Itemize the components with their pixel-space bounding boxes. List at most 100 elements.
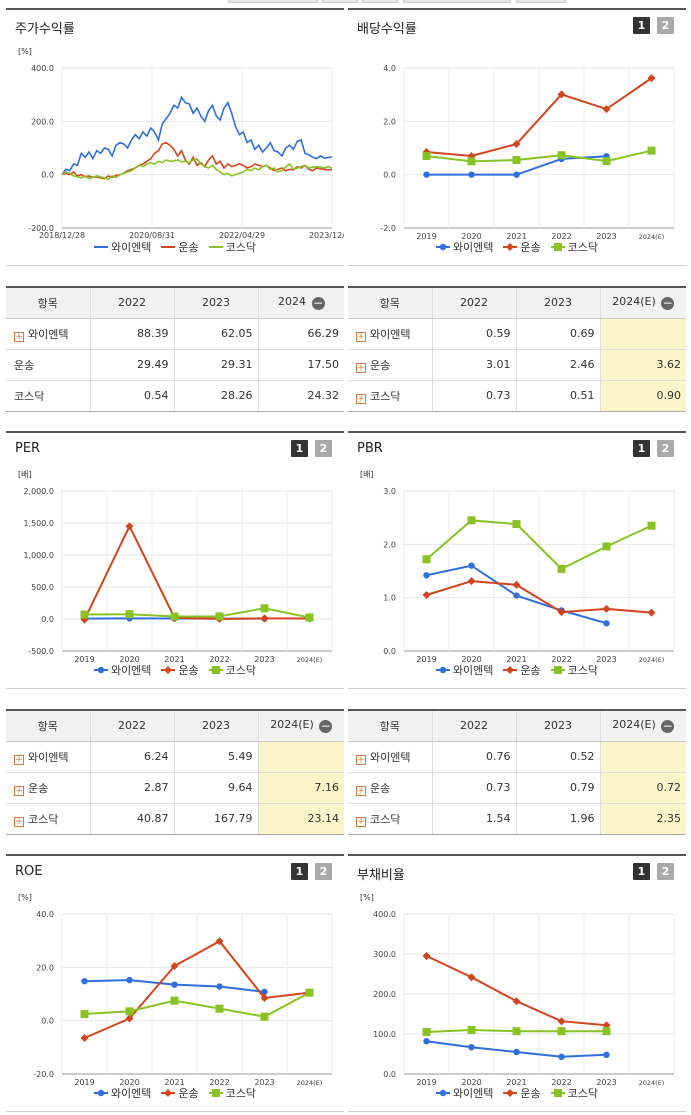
expand-plus-icon[interactable]: + — [356, 785, 366, 796]
page-button-2[interactable]: 2 — [657, 863, 674, 880]
panel-title: 부채비율 — [357, 868, 405, 883]
collapse-minus-icon[interactable]: − — [661, 719, 675, 734]
value-cell: 0.52 — [515, 741, 600, 773]
legend-item[interactable]: 운송 — [503, 239, 541, 255]
data-point — [422, 152, 431, 160]
legend-item[interactable]: 코스닥 — [550, 1085, 598, 1101]
value-cell: 29.49 — [89, 349, 174, 381]
legend-item[interactable]: 코스닥 — [208, 239, 256, 255]
legend-marker-icon — [503, 1089, 518, 1097]
legend-item[interactable]: 코스닥 — [208, 662, 257, 678]
series-line — [426, 77, 653, 158]
legend-item[interactable]: 와이엔텍 — [93, 1085, 151, 1101]
legend-marker-icon — [208, 246, 223, 248]
column-header-year: 2022 — [460, 296, 488, 310]
legend-marker-icon — [208, 1089, 223, 1097]
legend-item[interactable]: 운송 — [503, 662, 541, 678]
legend-item[interactable]: 와이엔텍 — [435, 662, 493, 678]
collapse-minus-icon[interactable]: − — [661, 296, 675, 311]
series-운송 — [422, 577, 656, 617]
table-header-cell: 2024(E) − — [599, 709, 686, 742]
legend-label: 운송 — [520, 1087, 541, 1100]
x-tick-label: 2020 — [119, 655, 139, 663]
collapse-minus-icon[interactable]: − — [319, 719, 333, 734]
data-point — [558, 1053, 565, 1060]
legend-marker-icon — [435, 243, 450, 251]
legend-item[interactable]: 코스닥 — [550, 662, 598, 678]
page-button-1[interactable]: 1 — [633, 863, 650, 880]
chart-legend: 와이엔텍 운송 코스닥 — [348, 662, 686, 678]
data-point — [80, 1034, 89, 1042]
row-label-cell: + 와이엔텍 — [348, 741, 432, 773]
series-line — [83, 523, 310, 621]
page-button-1[interactable]: 1 — [633, 17, 650, 34]
series-line — [61, 141, 332, 180]
page-button-2[interactable]: 2 — [657, 17, 674, 34]
x-tick-label: 2021 — [164, 1078, 184, 1086]
expand-plus-icon[interactable]: + — [14, 754, 24, 765]
series-line — [61, 95, 333, 176]
expand-plus-icon[interactable]: + — [356, 816, 366, 827]
expand-plus-icon[interactable]: + — [356, 362, 366, 373]
data-point — [512, 580, 521, 589]
value-cell: 2.87 — [89, 772, 174, 804]
x-tick-label: 2020 — [119, 1078, 139, 1086]
y-tick-label: 300.0 — [373, 950, 396, 959]
value-cell: 5.49 — [173, 741, 258, 773]
value-cell: 0.73 — [431, 772, 516, 804]
data-point — [126, 976, 133, 984]
data-point — [602, 1021, 611, 1030]
value-cell: 28.26 — [173, 380, 258, 412]
table-header-cell: 2024(E) − — [599, 286, 686, 319]
table-row: + 운송 3.01 2.46 3.62 — [348, 349, 686, 381]
expand-plus-icon[interactable]: + — [356, 331, 366, 342]
legend-marker-icon — [93, 1089, 108, 1097]
legend-item[interactable]: 운송 — [161, 662, 199, 678]
expand-plus-icon[interactable]: + — [356, 754, 366, 765]
legend-item[interactable]: 운송 — [161, 239, 199, 255]
expand-plus-icon[interactable]: + — [14, 816, 24, 827]
legend-item[interactable]: 코스닥 — [208, 1085, 256, 1101]
data-point — [422, 591, 431, 599]
row-label-cell: + 코스닥 — [348, 803, 432, 835]
row-label-cell: 운송 — [6, 349, 90, 381]
value-cell: 0.76 — [431, 741, 516, 773]
data-point — [512, 156, 521, 164]
data-point — [467, 1026, 476, 1034]
page-button-2[interactable]: 2 — [315, 440, 332, 457]
expand-plus-icon[interactable]: + — [356, 393, 366, 404]
x-tick-label: 2020 — [461, 1078, 481, 1086]
legend-item[interactable]: 운송 — [503, 1085, 541, 1101]
legend-item[interactable]: 와이엔텍 — [93, 662, 151, 678]
legend-item[interactable]: 와이엔텍 — [435, 1085, 493, 1101]
legend-marker — [164, 666, 173, 674]
legend-item[interactable]: 운송 — [161, 1085, 199, 1101]
legend-item[interactable]: 와이엔텍 — [435, 239, 493, 255]
data-point — [512, 997, 521, 1006]
page-button-2[interactable]: 2 — [657, 440, 674, 457]
y-tick-label: 0.0 — [41, 171, 54, 180]
x-tick-label: 2021 — [164, 655, 184, 663]
expand-plus-icon[interactable]: + — [14, 785, 24, 796]
table-pbr: 항목 2022 2023 2024(E) − + 와이엔텍 0.76 0.52 + 운송 0.73 0… — [348, 709, 686, 835]
x-tick-label: 2022 — [551, 1078, 571, 1086]
legend-label: 코스닥 — [225, 664, 257, 677]
page-button-1[interactable]: 1 — [291, 863, 308, 880]
legend-item[interactable]: 코스닥 — [550, 239, 598, 255]
page-button-1[interactable]: 1 — [633, 440, 650, 457]
collapse-minus-icon[interactable]: − — [311, 296, 325, 311]
x-tick-label: 2023 — [596, 1078, 616, 1086]
table-row: + 와이엔텍 0.76 0.52 — [348, 741, 686, 773]
legend-item[interactable]: 와이엔텍 — [93, 239, 151, 255]
page-button-2[interactable]: 2 — [315, 863, 332, 880]
page-button-1[interactable]: 1 — [291, 440, 308, 457]
data-point — [170, 962, 179, 970]
data-point — [647, 608, 656, 617]
data-point — [647, 146, 656, 155]
expand-plus-icon[interactable]: + — [14, 331, 24, 342]
legend-marker-icon — [550, 243, 565, 251]
value-cell: 62.05 — [173, 318, 258, 350]
chart-legend: 와이엔텍 운송 코스닥 — [348, 1085, 686, 1101]
